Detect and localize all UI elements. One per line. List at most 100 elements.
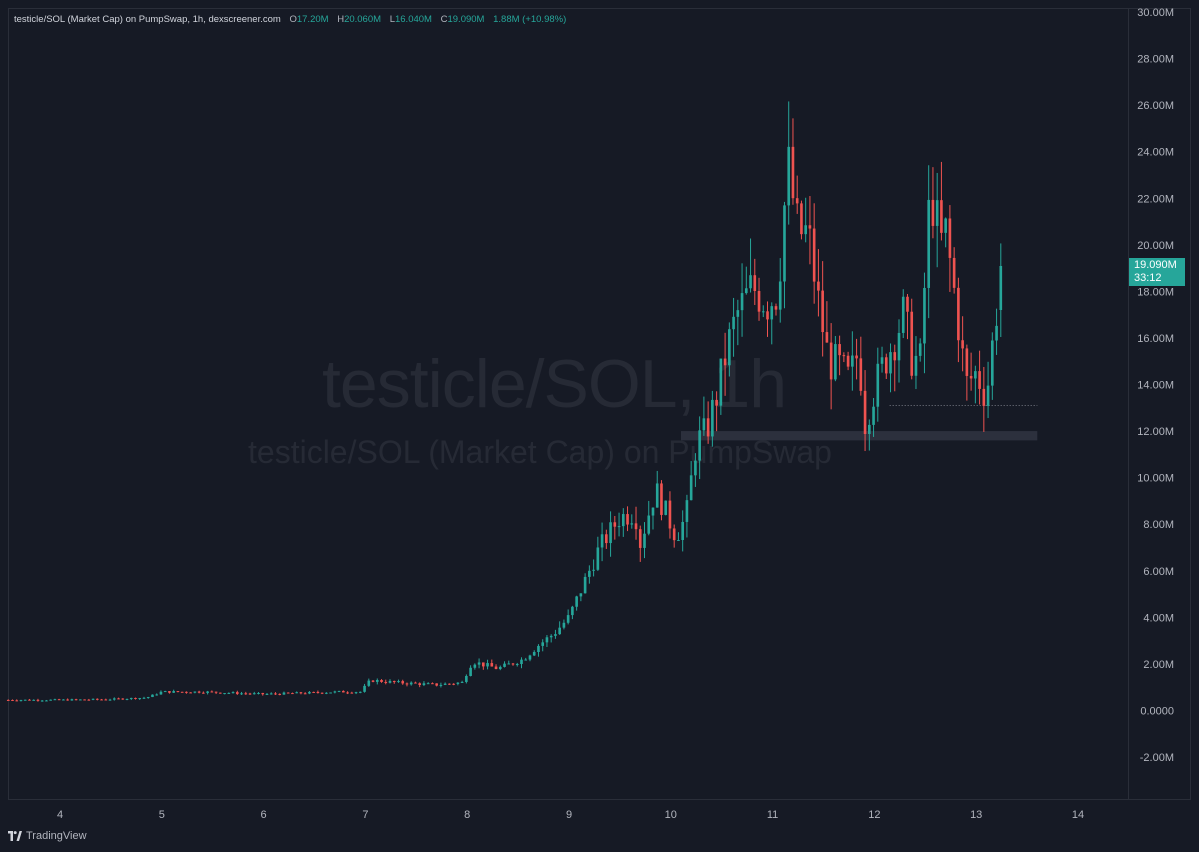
- price-axis-label: 22.00M: [1137, 193, 1174, 205]
- candle-body: [617, 526, 621, 528]
- candle-body: [384, 681, 388, 683]
- candle-body: [986, 385, 990, 406]
- time-axis-label: 8: [464, 809, 470, 821]
- candle-body: [978, 371, 981, 389]
- candle-body: [685, 500, 689, 522]
- candle-body: [452, 683, 455, 685]
- candle-body: [859, 358, 863, 391]
- candle-body: [278, 693, 282, 695]
- symbol-label[interactable]: testicle/SOL (Market Cap) on PumpSwap, 1…: [14, 14, 281, 25]
- candle-body: [431, 683, 434, 685]
- candle-body: [257, 692, 260, 694]
- candle-body: [715, 399, 718, 406]
- candle-body: [214, 691, 218, 693]
- price-axis-label: 20.00M: [1137, 240, 1174, 252]
- candle-body: [443, 683, 447, 685]
- candle-body: [545, 637, 549, 643]
- price-axis-label: 16.00M: [1137, 333, 1174, 345]
- candle-body: [647, 515, 651, 534]
- candle-body: [342, 690, 345, 693]
- candle-body: [269, 693, 273, 695]
- candle-body: [337, 690, 341, 692]
- candle-body: [575, 596, 578, 607]
- candle-body: [872, 406, 875, 425]
- candle-body: [248, 693, 252, 695]
- candle-body: [664, 500, 668, 515]
- candle-body: [630, 523, 634, 525]
- candle-body: [812, 228, 816, 282]
- candle-body: [91, 698, 95, 700]
- candle-body: [104, 699, 108, 701]
- candle-body: [414, 682, 417, 684]
- candle-body: [202, 692, 205, 694]
- candle-body: [982, 388, 986, 406]
- candle-body: [600, 534, 604, 548]
- candle-body: [787, 146, 791, 206]
- time-axis-label: 10: [665, 809, 677, 821]
- candle-body: [235, 692, 239, 694]
- candle-body: [227, 692, 231, 694]
- time-axis-label: 12: [868, 809, 880, 821]
- candle-body: [846, 355, 850, 367]
- candle-body: [265, 693, 269, 695]
- candle-body: [999, 265, 1003, 310]
- time-axis-label: 7: [362, 809, 368, 821]
- candle-body: [354, 692, 358, 694]
- candle-body: [554, 634, 557, 636]
- candle-body: [910, 311, 914, 376]
- close-value: 19.090M: [447, 14, 485, 25]
- candle-body: [965, 348, 969, 376]
- candle-body: [185, 691, 188, 693]
- candle-body: [969, 375, 973, 379]
- candle-body: [532, 652, 536, 656]
- candle-body: [282, 692, 286, 695]
- candle-body: [761, 311, 765, 313]
- candle-body: [197, 691, 201, 693]
- low-value: 16.040M: [394, 14, 432, 25]
- price-axis-label: 18.00M: [1137, 286, 1174, 298]
- candle-body: [83, 699, 86, 701]
- candle-body: [940, 200, 943, 233]
- candle-body: [371, 680, 375, 682]
- candle-body: [295, 692, 298, 694]
- time-axis-label: 5: [159, 809, 165, 821]
- candle-body: [397, 681, 400, 683]
- candle-body: [774, 306, 778, 310]
- candle-body: [274, 693, 277, 695]
- high-value: 20.060M: [344, 14, 382, 25]
- candle-body: [732, 316, 735, 330]
- candle-body: [503, 663, 506, 667]
- candle-body: [524, 659, 528, 661]
- chart-pane[interactable]: [8, 8, 1191, 800]
- candle-body: [11, 699, 14, 701]
- candle-body: [70, 699, 74, 701]
- price-axis-label: 8.00M: [1143, 519, 1174, 531]
- candle-body: [605, 534, 608, 544]
- close-label: C: [440, 14, 448, 25]
- candle-body: [515, 664, 519, 666]
- candle-body: [804, 225, 807, 235]
- candle-body: [808, 225, 812, 229]
- candle-body: [672, 528, 676, 541]
- candle-body: [62, 699, 65, 701]
- candle-body: [507, 663, 511, 665]
- candle-body: [906, 296, 909, 312]
- candle-body: [520, 659, 523, 665]
- candle-body: [698, 430, 701, 461]
- candle-body: [961, 340, 964, 349]
- time-axis-label: 11: [767, 809, 778, 821]
- last-price-value: 19.090M: [1134, 259, 1177, 271]
- candle-body: [702, 418, 706, 431]
- candle-body: [469, 667, 472, 676]
- candle-body: [626, 514, 629, 525]
- candle-body: [736, 310, 740, 317]
- candle-body: [706, 418, 710, 437]
- candle-body: [795, 198, 799, 204]
- candle-body: [367, 680, 371, 686]
- footer-branding[interactable]: TradingView: [8, 830, 87, 842]
- candle-body: [426, 683, 430, 685]
- candle-body: [498, 666, 502, 670]
- tradingview-brand-label: TradingView: [26, 830, 87, 842]
- open-value: 17.20M: [296, 14, 329, 25]
